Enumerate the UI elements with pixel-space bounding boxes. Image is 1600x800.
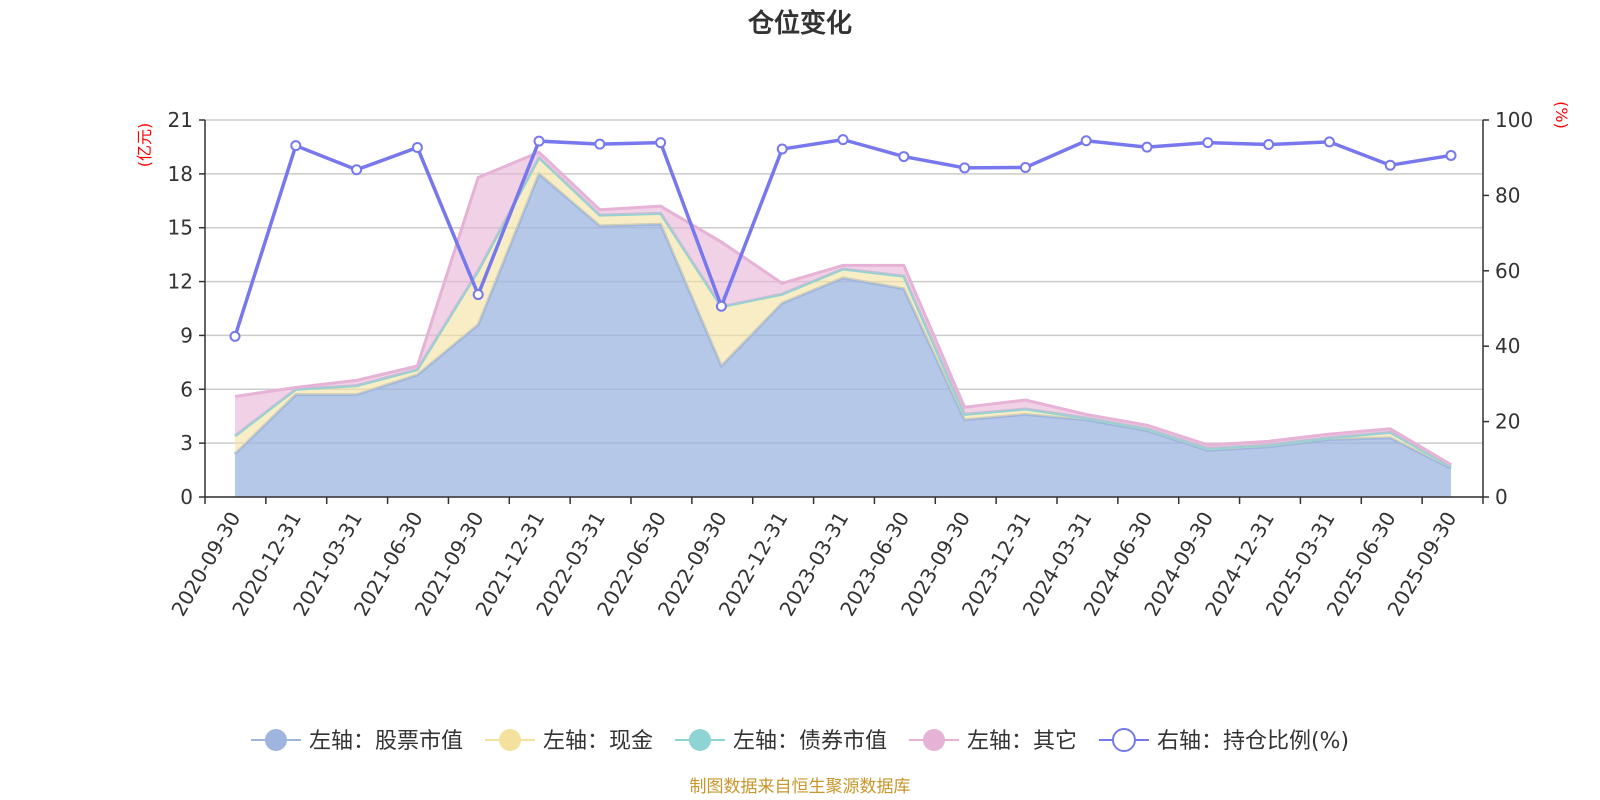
legend-item[interactable]: 左轴：其它 xyxy=(908,729,1077,754)
area-1 xyxy=(235,157,1451,469)
legend-item[interactable]: 左轴：债券市值 xyxy=(674,729,887,754)
ratio-point xyxy=(290,140,302,152)
ratio-point xyxy=(715,300,727,312)
ratio-point xyxy=(1445,149,1457,161)
ratio-point xyxy=(1263,139,1275,151)
left-tick-label: 21 xyxy=(168,108,193,132)
left-tick-label: 0 xyxy=(180,485,193,509)
legend-circle-marker xyxy=(1111,728,1136,752)
ratio-point xyxy=(898,151,910,163)
legend-circle-marker xyxy=(688,729,711,751)
ratio-point xyxy=(533,135,545,147)
right-axis-unit: (%) xyxy=(1552,101,1571,129)
right-tick-label: 60 xyxy=(1495,259,1520,283)
ratio-point xyxy=(351,164,363,176)
legend-item[interactable]: 左轴：股票市值 xyxy=(250,729,463,754)
legend-label: 左轴：其它 xyxy=(967,729,1077,754)
right-tick-label: 20 xyxy=(1495,410,1520,434)
left-tick-label: 9 xyxy=(180,323,193,347)
ratio-point xyxy=(594,138,606,150)
legend: 左轴：股票市值 左轴：现金 左轴：债券市值 左轴：其它 右轴：持仓比例(%) xyxy=(250,728,1349,754)
ratio-point xyxy=(1202,137,1214,149)
ratio-point xyxy=(655,137,667,149)
right-tick-label: 40 xyxy=(1495,334,1520,358)
data-source-credit: 制图数据来自恒生聚源数据库 xyxy=(690,777,911,797)
stacked-areas xyxy=(233,150,1452,497)
ratio-point xyxy=(776,143,788,155)
left-tick-label: 3 xyxy=(180,431,193,455)
legend-item[interactable]: 右轴：持仓比例(%) xyxy=(1098,728,1349,754)
ratio-point xyxy=(1080,135,1092,147)
area-edge-3 xyxy=(234,150,1452,466)
left-tick-label: 6 xyxy=(180,377,193,401)
left-tick-label: 18 xyxy=(168,162,193,186)
left-tick-label: 12 xyxy=(168,270,193,294)
right-tick-label: 80 xyxy=(1495,183,1520,207)
legend-label: 左轴：现金 xyxy=(543,729,653,754)
ratio-point xyxy=(1141,141,1153,153)
ratio-point xyxy=(1384,159,1396,171)
ratio-point xyxy=(1019,162,1031,174)
right-tick-label: 100 xyxy=(1495,108,1533,132)
ratio-point xyxy=(229,330,241,342)
legend-label: 左轴：股票市值 xyxy=(309,729,463,754)
legend-label: 右轴：持仓比例(%) xyxy=(1157,729,1349,754)
chart-title: 仓位变化 xyxy=(747,8,852,39)
area-0 xyxy=(235,173,1451,497)
ratio-point xyxy=(411,142,423,154)
left-axis-unit: (亿元) xyxy=(135,123,154,168)
ratio-point xyxy=(472,289,484,301)
right-tick-label: 0 xyxy=(1495,485,1508,509)
ratio-point xyxy=(837,134,849,146)
legend-label: 左轴：债券市值 xyxy=(733,729,887,754)
legend-circle-marker xyxy=(264,729,287,751)
ratio-point xyxy=(959,162,971,174)
legend-circle-marker xyxy=(922,729,945,751)
ratio-point xyxy=(1323,136,1335,148)
legend-circle-marker xyxy=(498,729,521,751)
position-ratio-line xyxy=(229,134,1457,342)
legend-item[interactable]: 左轴：现金 xyxy=(484,729,653,754)
left-tick-label: 15 xyxy=(168,216,193,240)
